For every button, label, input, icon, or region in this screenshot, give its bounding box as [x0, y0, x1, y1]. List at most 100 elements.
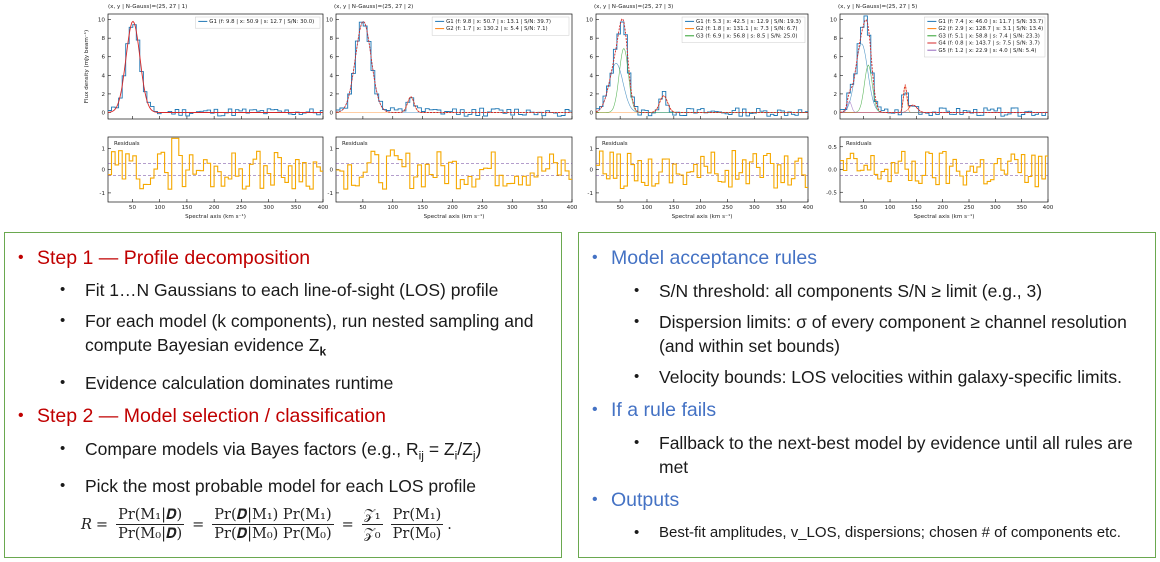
residual-series	[840, 150, 1048, 188]
x-tick-label: 150	[911, 205, 922, 211]
y-tick-label: 4	[101, 73, 105, 79]
y-tick-label: 10	[830, 18, 838, 24]
x-tick-label: 400	[567, 205, 578, 211]
y-tick-label: 0	[329, 110, 333, 116]
step2-bullet-pick: Pick the most probable model for each LO…	[5, 474, 561, 498]
x-tick-label: 300	[990, 205, 1001, 211]
y-tick-label: 6	[589, 55, 593, 61]
outputs-heading: Outputs	[579, 487, 1155, 513]
y-tick-label: 10	[98, 18, 106, 24]
x-tick-label: 250	[722, 205, 733, 211]
y-tick-label: 2	[833, 92, 837, 98]
x-tick-label: 300	[263, 205, 274, 211]
step2-heading: Step 2 — Model selection / classificatio…	[5, 403, 561, 429]
x-tick-label: 50	[359, 205, 367, 211]
residual-y-tick-label: -0.5	[826, 190, 837, 196]
residual-series	[336, 149, 572, 190]
x-tick-label: 200	[447, 205, 458, 211]
residuals-label: Residuals	[602, 141, 628, 147]
rules-box: Model acceptance rules S/N threshold: al…	[578, 232, 1156, 558]
legend-entry-g5: G5 (f: 1.2 | x: 22.9 | s: 4.0 | S/N: 5.4…	[938, 48, 1036, 54]
legend-entry-g1: G1 (f: 9.8 | x: 50.9 | s: 12.7 | S/N: 30…	[209, 19, 314, 25]
x-tick-label: 250	[964, 205, 975, 211]
x-axis-label: Spectral axis (km s⁻¹)	[185, 213, 246, 220]
y-tick-label: 0	[101, 110, 105, 116]
residuals-label: Residuals	[342, 141, 368, 147]
component-curve	[336, 96, 572, 113]
x-axis-label: Spectral axis (km s⁻¹)	[672, 213, 733, 220]
x-tick-label: 50	[617, 205, 625, 211]
x-tick-label: 300	[749, 205, 760, 211]
y-tick-label: 8	[329, 36, 333, 42]
y-tick-label: 2	[589, 92, 593, 98]
x-tick-label: 100	[642, 205, 653, 211]
component-curve	[840, 104, 1048, 113]
residual-series	[108, 137, 323, 190]
x-tick-label: 200	[695, 205, 706, 211]
x-tick-label: 200	[937, 205, 948, 211]
x-tick-label: 150	[668, 205, 679, 211]
spectrum-axes	[335, 13, 573, 120]
residual-y-tick-label: -1	[587, 191, 593, 197]
residual-y-tick-label: -1	[327, 191, 333, 197]
legend: G1 (f: 9.8 | x: 50.7 | s: 13.1 | S/N: 39…	[431, 16, 570, 36]
rule-dispersion-limits: Dispersion limits: σ of every component …	[579, 310, 1155, 358]
spectrum-axes	[595, 13, 809, 120]
panel-title: (x, y | N-Gauss)=(25, 27 | 2)	[334, 4, 413, 10]
y-tick-label: 8	[589, 36, 593, 42]
y-tick-label: 0	[589, 110, 593, 116]
legend: G1 (f: 9.8 | x: 50.9 | s: 12.7 | S/N: 30…	[195, 16, 321, 29]
step2-bullet-bayes: Compare models via Bayes factors (e.g., …	[5, 437, 561, 468]
x-tick-label: 50	[860, 205, 868, 211]
residual-y-tick-label: 0	[101, 168, 105, 174]
residuals-label: Residuals	[114, 141, 140, 147]
x-tick-label: 400	[318, 205, 329, 211]
x-tick-label: 400	[803, 205, 814, 211]
spectrum-panel-2: (x, y | N-Gauss)=(25, 27 | 2) 10 8 6 4 2 0 50 10…	[326, 0, 580, 222]
rule-fails-heading: If a rule fails	[579, 397, 1155, 423]
y-tick-label: 0	[833, 110, 837, 116]
x-tick-label: 350	[290, 205, 301, 211]
spectrum-panel-3: (x, y | N-Gauss)=(25, 27 | 3) 10 8 6 4 2 0 50 10…	[580, 0, 816, 222]
spectrum-axes	[839, 13, 1049, 120]
legend-entry-g2: G2 (f: 2.9 | x: 128.7 | s: 3.1 | S/N: 13…	[938, 26, 1043, 32]
legend-entry-g4: G4 (f: 0.8 | x: 143.7 | s: 7.5 | S/N: 3.…	[938, 41, 1040, 47]
x-tick-label: 350	[537, 205, 548, 211]
legend-entry-g2: G2 (f: 1.7 | x: 130.2 | s: 5.4 | S/N: 7.…	[446, 26, 548, 32]
observed-spectrum	[108, 24, 323, 117]
rule-velocity-bounds: Velocity bounds: LOS velocities within g…	[579, 365, 1155, 389]
model-curve	[839, 19, 1048, 113]
x-tick-label: 50	[129, 205, 137, 211]
x-tick-label: 250	[236, 205, 247, 211]
y-axis-label: Flux density (mJy beam⁻¹)	[83, 30, 90, 103]
legend: G1 (f: 5.3 | x: 42.5 | s: 12.9 | S/N: 19…	[681, 16, 806, 43]
x-axis-label: Spectral axis (km s⁻¹)	[424, 213, 485, 220]
legend-entry-g2: G2 (f: 1.8 | x: 131.1 | s: 7.3 | S/N: 6.…	[696, 26, 798, 32]
residual-axes	[335, 136, 573, 203]
x-tick-label: 300	[507, 205, 518, 211]
y-tick-label: 6	[833, 55, 837, 61]
panel-title: (x, y | N-Gauss)=(25, 27 | 5)	[838, 4, 917, 10]
residual-y-tick-label: 1	[101, 147, 105, 153]
fallback-bullet: Fallback to the next-best model by evide…	[579, 431, 1155, 479]
acceptance-rules-heading: Model acceptance rules	[579, 245, 1155, 271]
y-tick-label: 10	[586, 18, 594, 24]
x-tick-label: 350	[1016, 205, 1027, 211]
y-tick-label: 4	[589, 73, 593, 79]
y-tick-label: 6	[101, 55, 105, 61]
x-tick-label: 100	[154, 205, 165, 211]
residual-y-tick-label: 1	[329, 147, 333, 153]
legend-entry-g1: G1 (f: 5.3 | x: 42.5 | s: 12.9 | S/N: 19…	[696, 19, 801, 25]
legend: G1 (f: 7.4 | x: 46.0 | s: 11.7 | S/N: 33…	[924, 16, 1046, 58]
spectrum-axes	[107, 13, 324, 120]
x-tick-label: 100	[387, 205, 398, 211]
residual-y-tick-label: 0.5	[828, 145, 837, 151]
y-tick-label: 4	[329, 73, 333, 79]
x-tick-label: 200	[209, 205, 220, 211]
pipeline-steps-box: Step 1 — Profile decomposition Fit 1…N G…	[4, 232, 562, 558]
residual-y-tick-label: 0.0	[828, 168, 837, 174]
model-curve	[107, 20, 323, 113]
panel-title: (x, y | N-Gauss)=(25, 27 | 3)	[594, 4, 673, 10]
step1-bullet-fit: Fit 1…N Gaussians to each line-of-sight …	[5, 278, 561, 302]
residual-y-tick-label: 1	[589, 147, 593, 153]
